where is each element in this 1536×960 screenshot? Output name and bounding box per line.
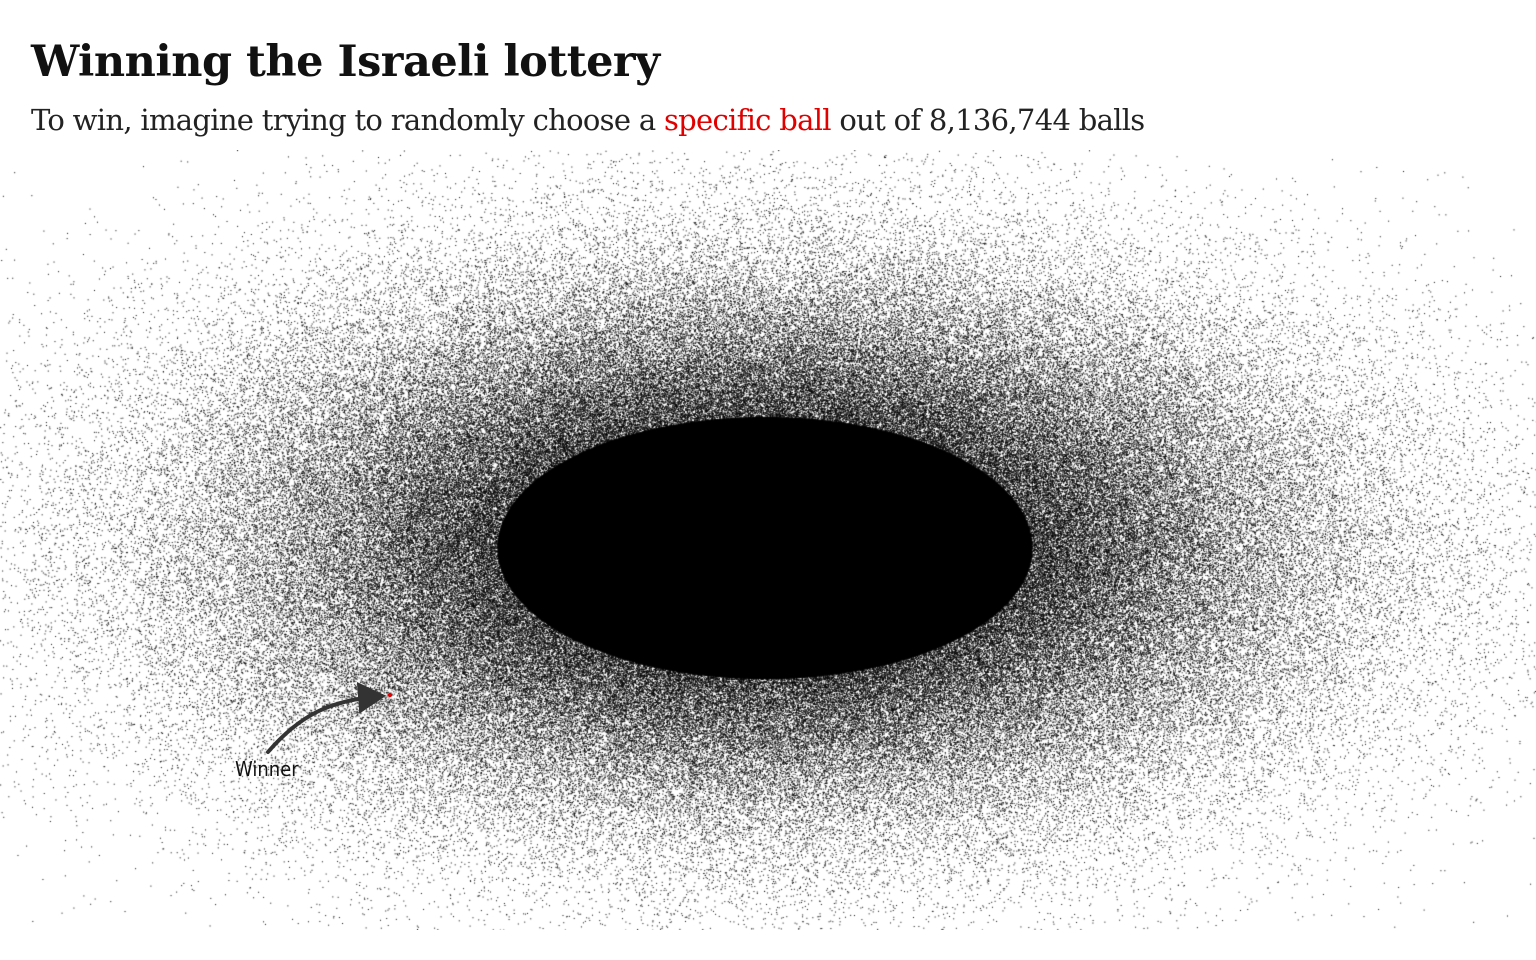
- winner-label: Winner: [235, 757, 299, 781]
- subtitle-text-after: out of 8,136,744 balls: [830, 103, 1145, 137]
- winner-arrow: [266, 681, 386, 754]
- winner-ball: [387, 692, 393, 698]
- annotation-layer: Winner: [235, 681, 393, 781]
- page-title: Winning the Israeli lottery: [31, 37, 660, 87]
- subtitle-text-before: To win, imagine trying to randomly choos…: [31, 103, 664, 137]
- scatter-chart: Winner: [0, 150, 1536, 930]
- ball-cloud: [0, 150, 1536, 930]
- page-subtitle: To win, imagine trying to randomly choos…: [31, 100, 1145, 140]
- subtitle-highlight: specific ball: [663, 103, 832, 137]
